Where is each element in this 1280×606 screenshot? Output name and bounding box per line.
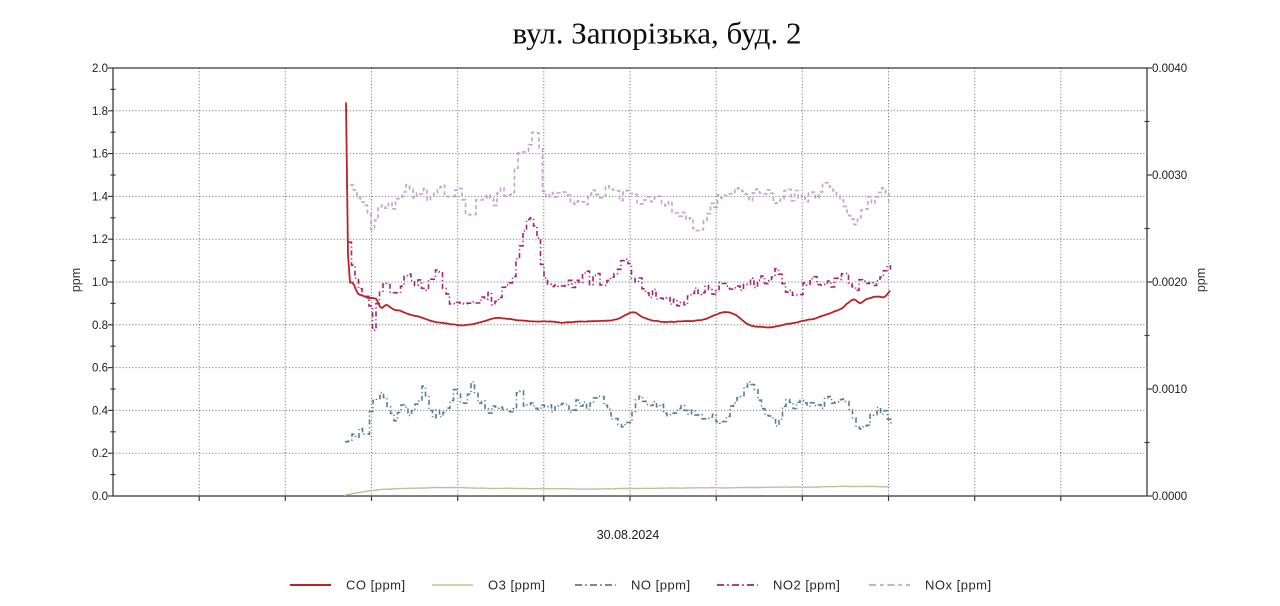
svg-text:NO [ppm]: NO [ppm]: [631, 578, 691, 593]
svg-text:вул. Запорізька, буд. 2: вул. Запорізька, буд. 2: [513, 16, 802, 51]
svg-text:0.0040: 0.0040: [1152, 63, 1187, 75]
svg-text:CO [ppm]: CO [ppm]: [346, 578, 406, 593]
svg-text:0.0: 0.0: [92, 491, 108, 503]
svg-text:2.0: 2.0: [92, 63, 108, 75]
svg-text:ppm: ppm: [69, 268, 83, 292]
svg-text:0.8: 0.8: [92, 320, 108, 332]
svg-text:0.4: 0.4: [92, 405, 109, 417]
svg-text:0.0030: 0.0030: [1152, 170, 1187, 182]
svg-text:0.0000: 0.0000: [1152, 491, 1187, 503]
svg-text:0.6: 0.6: [92, 363, 108, 375]
svg-text:1.0: 1.0: [92, 277, 108, 289]
svg-text:O3 [ppm]: O3 [ppm]: [488, 578, 545, 593]
svg-text:1.2: 1.2: [92, 234, 108, 246]
svg-text:0.0010: 0.0010: [1152, 384, 1187, 396]
svg-text:1.4: 1.4: [92, 191, 109, 203]
svg-text:1.8: 1.8: [92, 106, 108, 118]
svg-text:1.6: 1.6: [92, 149, 108, 161]
svg-text:0.2: 0.2: [92, 448, 108, 460]
svg-text:NOx [ppm]: NOx [ppm]: [925, 578, 992, 593]
svg-text:ppm: ppm: [1194, 268, 1208, 292]
svg-text:30.08.2024: 30.08.2024: [597, 528, 660, 542]
svg-text:NO2 [ppm]: NO2 [ppm]: [773, 578, 840, 593]
svg-text:0.0020: 0.0020: [1152, 277, 1187, 289]
